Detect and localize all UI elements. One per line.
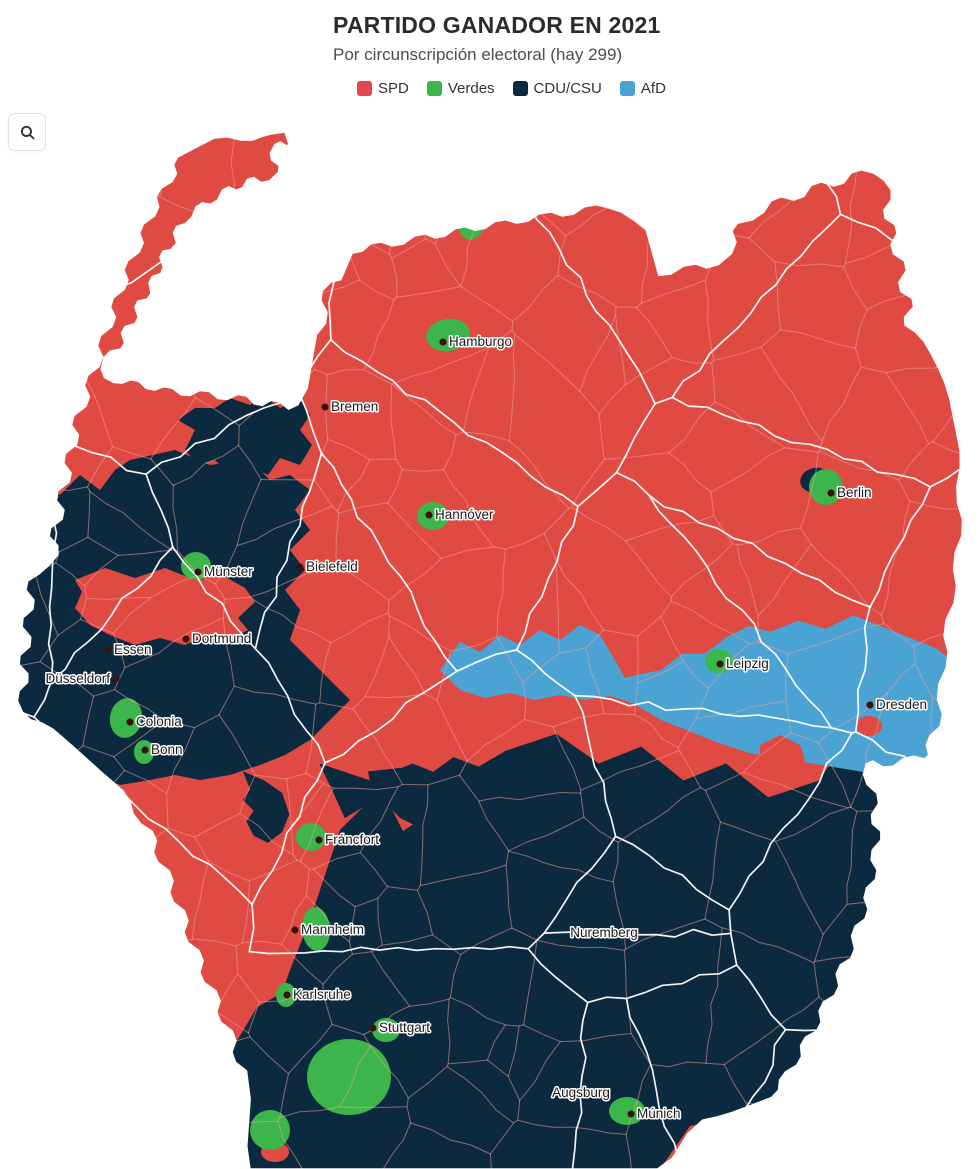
svg-text:Dortmund: Dortmund (192, 631, 251, 646)
svg-text:Hannóver: Hannóver (435, 507, 494, 522)
svg-text:Nuremberg: Nuremberg (570, 925, 638, 940)
svg-text:Múnich: Múnich (637, 1106, 681, 1121)
svg-text:Essen: Essen (114, 642, 152, 657)
svg-text:Colonia: Colonia (136, 714, 182, 729)
svg-text:Bonn: Bonn (151, 742, 183, 757)
svg-text:Fráncfort: Fráncfort (325, 832, 379, 847)
svg-text:Berlin: Berlin (837, 485, 872, 500)
svg-text:Stuttgart: Stuttgart (379, 1020, 430, 1035)
svg-text:Mannheim: Mannheim (301, 922, 364, 937)
svg-text:Hamburgo: Hamburgo (449, 334, 512, 349)
svg-text:Leipzig: Leipzig (726, 656, 769, 671)
svg-text:Münster: Münster (204, 564, 253, 579)
svg-text:Karlsruhe: Karlsruhe (293, 987, 351, 1002)
svg-text:Dresden: Dresden (876, 697, 927, 712)
svg-text:Augsburg: Augsburg (552, 1085, 610, 1100)
svg-text:Bremen: Bremen (331, 399, 378, 414)
svg-text:Bielefeld: Bielefeld (306, 559, 358, 574)
svg-text:Düsseldorf: Düsseldorf (45, 671, 110, 686)
